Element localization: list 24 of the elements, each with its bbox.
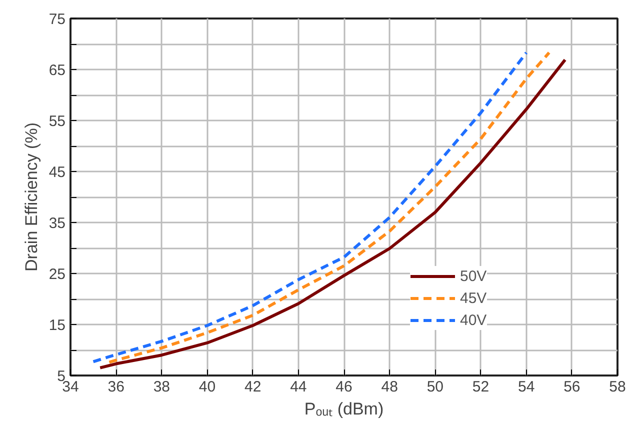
- x-tick-label: 36: [108, 378, 124, 396]
- legend-label: 40V: [460, 312, 487, 328]
- x-tick-label: 50: [426, 378, 444, 396]
- x-tick-label: 58: [609, 378, 626, 396]
- x-axis-title: Pₒᵤₜ (dBm): [304, 400, 384, 418]
- x-tick-label: 44: [290, 378, 307, 396]
- y-tick-label: 35: [48, 215, 66, 232]
- y-tick-label: 25: [48, 266, 66, 283]
- y-tick-label: 75: [48, 11, 66, 28]
- legend-label: 45V: [460, 290, 487, 306]
- x-tick-label: 56: [564, 378, 580, 396]
- x-tick-label: 48: [381, 378, 398, 396]
- legend-label: 50V: [460, 268, 487, 284]
- y-tick-label: 45: [48, 164, 66, 181]
- y-tick-label: 65: [48, 62, 66, 79]
- y-tick-label: 55: [48, 113, 66, 130]
- y-tick-label: 15: [48, 317, 66, 334]
- x-tick-label: 40: [198, 378, 216, 396]
- x-tick-label: 42: [244, 378, 262, 396]
- x-tick-label: 54: [518, 378, 535, 396]
- x-tick-label: 38: [153, 378, 170, 396]
- y-axis-title: Drain Efficiency (%): [22, 122, 41, 272]
- x-tick-label: 52: [472, 378, 490, 396]
- x-tick-label: 46: [336, 378, 352, 396]
